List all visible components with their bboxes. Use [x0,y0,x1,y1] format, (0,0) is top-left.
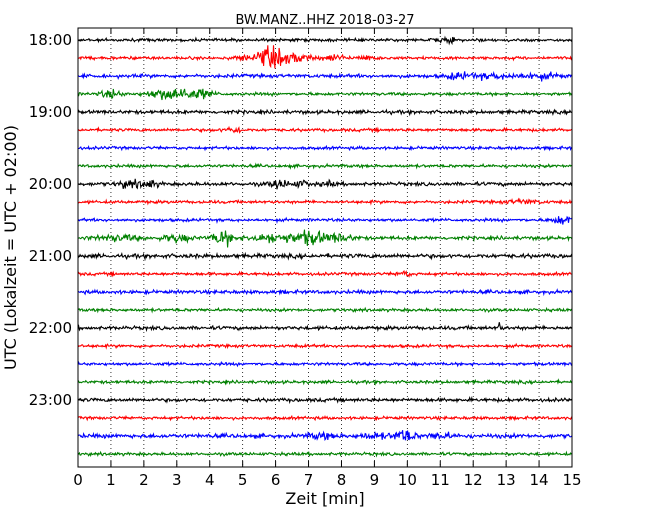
trace-row-1915 [77,125,572,134]
trace-row-2330 [77,430,573,441]
trace-row-2315 [77,414,573,422]
trace-row-2130 [77,288,573,297]
trace-row-2200 [77,322,573,333]
trace-row-1930 [77,144,573,152]
y-tick-label: 21:00 [29,247,72,265]
trace-row-1800 [77,35,573,46]
trace-row-1815 [77,45,573,69]
y-tick-label: 19:00 [29,103,72,121]
x-axis-label: Zeit [min] [285,489,364,508]
trace-rows [77,35,573,458]
x-tick-label: 8 [337,471,347,489]
y-tick-label: 20:00 [29,175,72,193]
trace-row-2030 [77,215,573,225]
plot-frame [77,27,573,468]
trace-row-2345 [77,450,573,458]
trace-row-2145 [77,306,573,314]
x-tick-label: 4 [205,471,215,489]
x-tick-label: 5 [238,471,248,489]
trace-row-1845 [77,88,573,101]
x-tick-label: 2 [139,471,149,489]
axis-ticks: 0 1 2 3 4 5 6 7 8 9 10 11 12 13 14 1518:0019:0020:0021:… [29,28,582,489]
trace-row-2000 [77,178,573,190]
trace-row-1900 [77,108,573,117]
y-tick-label: 18:00 [29,31,72,49]
trace-row-1830 [77,70,573,82]
chart-title: BW.MANZ..HHZ 2018-03-27 [235,13,414,28]
y-axis-label: UTC (Lokalzeit = UTC + 02:00) [1,125,20,370]
y-tick-label: 23:00 [29,391,72,409]
x-tick-label: 10 [398,471,417,489]
trace-row-1945 [77,162,573,170]
trace-row-2045 [78,229,573,248]
x-tick-label: 3 [172,471,182,489]
x-tick-label: 13 [497,471,516,489]
x-tick-label: 6 [271,471,281,489]
trace-row-2115 [77,270,573,278]
x-tick-label: 0 [73,471,83,489]
x-tick-label: 15 [562,471,581,489]
x-tick-label: 11 [431,471,450,489]
trace-row-2245 [77,378,573,386]
trace-row-2015 [77,197,573,206]
x-tick-label: 7 [304,471,314,489]
y-tick-label: 22:00 [29,319,72,337]
x-tick-label: 12 [464,471,483,489]
x-tick-label: 9 [370,471,380,489]
x-tick-label: 1 [106,471,116,489]
x-tick-label: 14 [530,471,549,489]
trace-row-2300 [77,395,573,405]
trace-row-2215 [77,342,573,351]
trace-row-2100 [77,251,573,262]
trace-row-2230 [77,360,573,368]
